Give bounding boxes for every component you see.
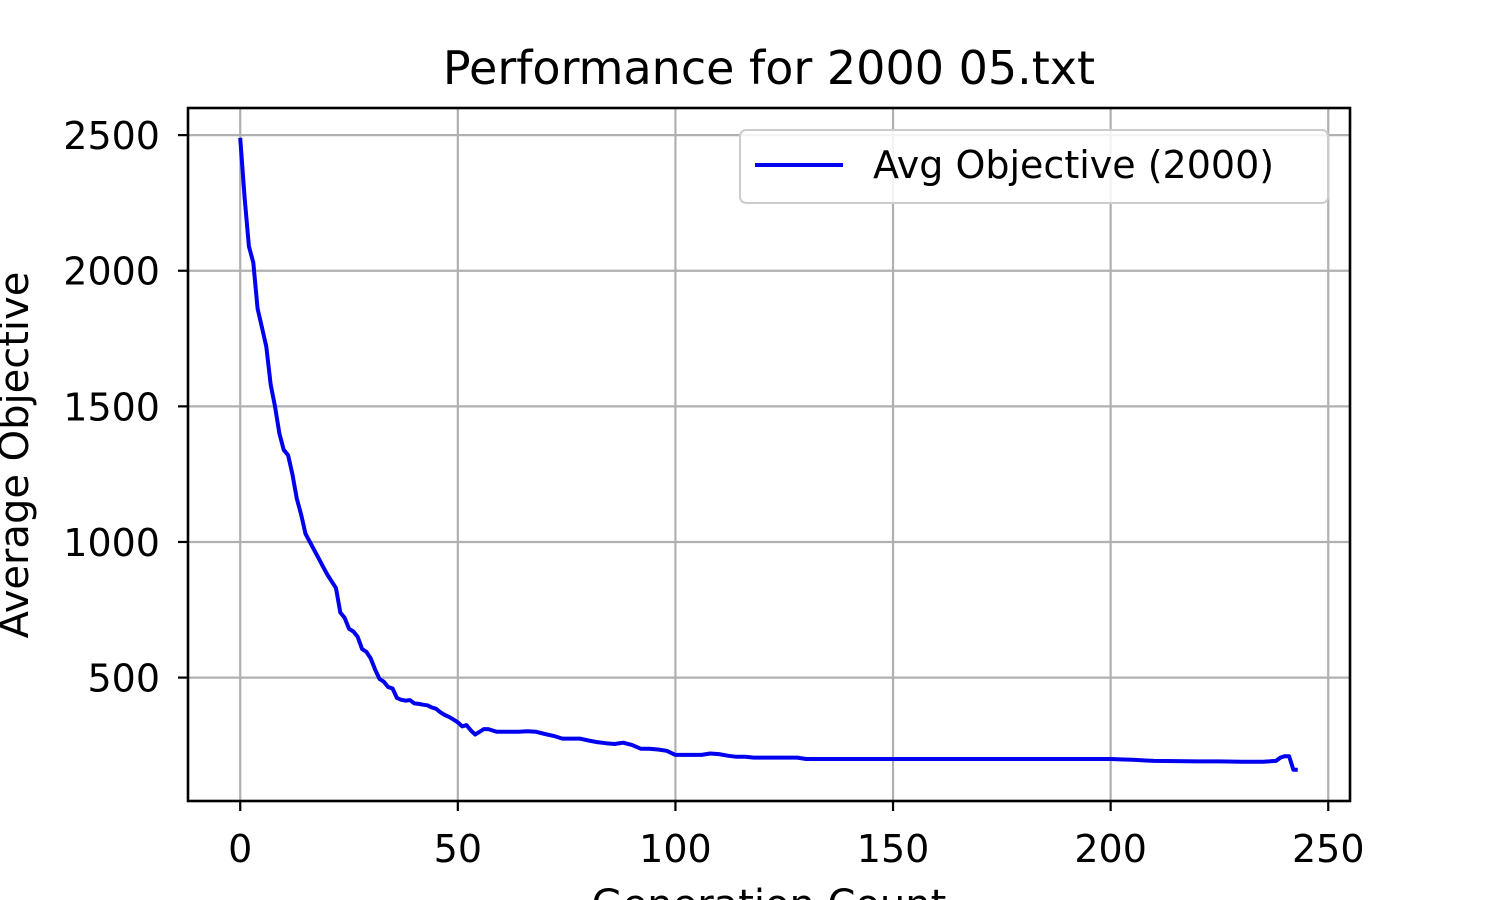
x-tick-label: 0 — [228, 827, 252, 871]
y-tick-label: 500 — [87, 657, 160, 701]
series-layer — [238, 137, 1298, 772]
x-tick-label: 50 — [434, 827, 482, 871]
axis-ticks: 0 50 100 150 200 250 500 1000 1500 2000 2500 — [63, 114, 1364, 871]
chart-title: Performance for 2000 05.txt — [443, 41, 1095, 95]
x-tick-label: 250 — [1292, 827, 1365, 871]
x-tick-label: 150 — [857, 827, 930, 871]
y-tick-label: 2500 — [63, 114, 160, 158]
x-tick-label: 200 — [1074, 827, 1147, 871]
legend-box — [739, 129, 1329, 204]
y-tick-label: 1500 — [63, 385, 160, 429]
y-axis-label: Average Objective — [0, 272, 38, 639]
x-tick-label: 100 — [639, 827, 712, 871]
legend: Avg Objective (2000) — [739, 129, 1329, 204]
x-axis-label: Generation Count — [592, 882, 947, 900]
plot-frame — [186, 106, 1352, 803]
y-tick-label: 1000 — [63, 521, 160, 565]
series-line — [238, 137, 1298, 772]
legend-label: Avg Objective (2000) — [873, 143, 1274, 187]
y-tick-label: 2000 — [63, 250, 160, 294]
grid — [188, 108, 1350, 801]
